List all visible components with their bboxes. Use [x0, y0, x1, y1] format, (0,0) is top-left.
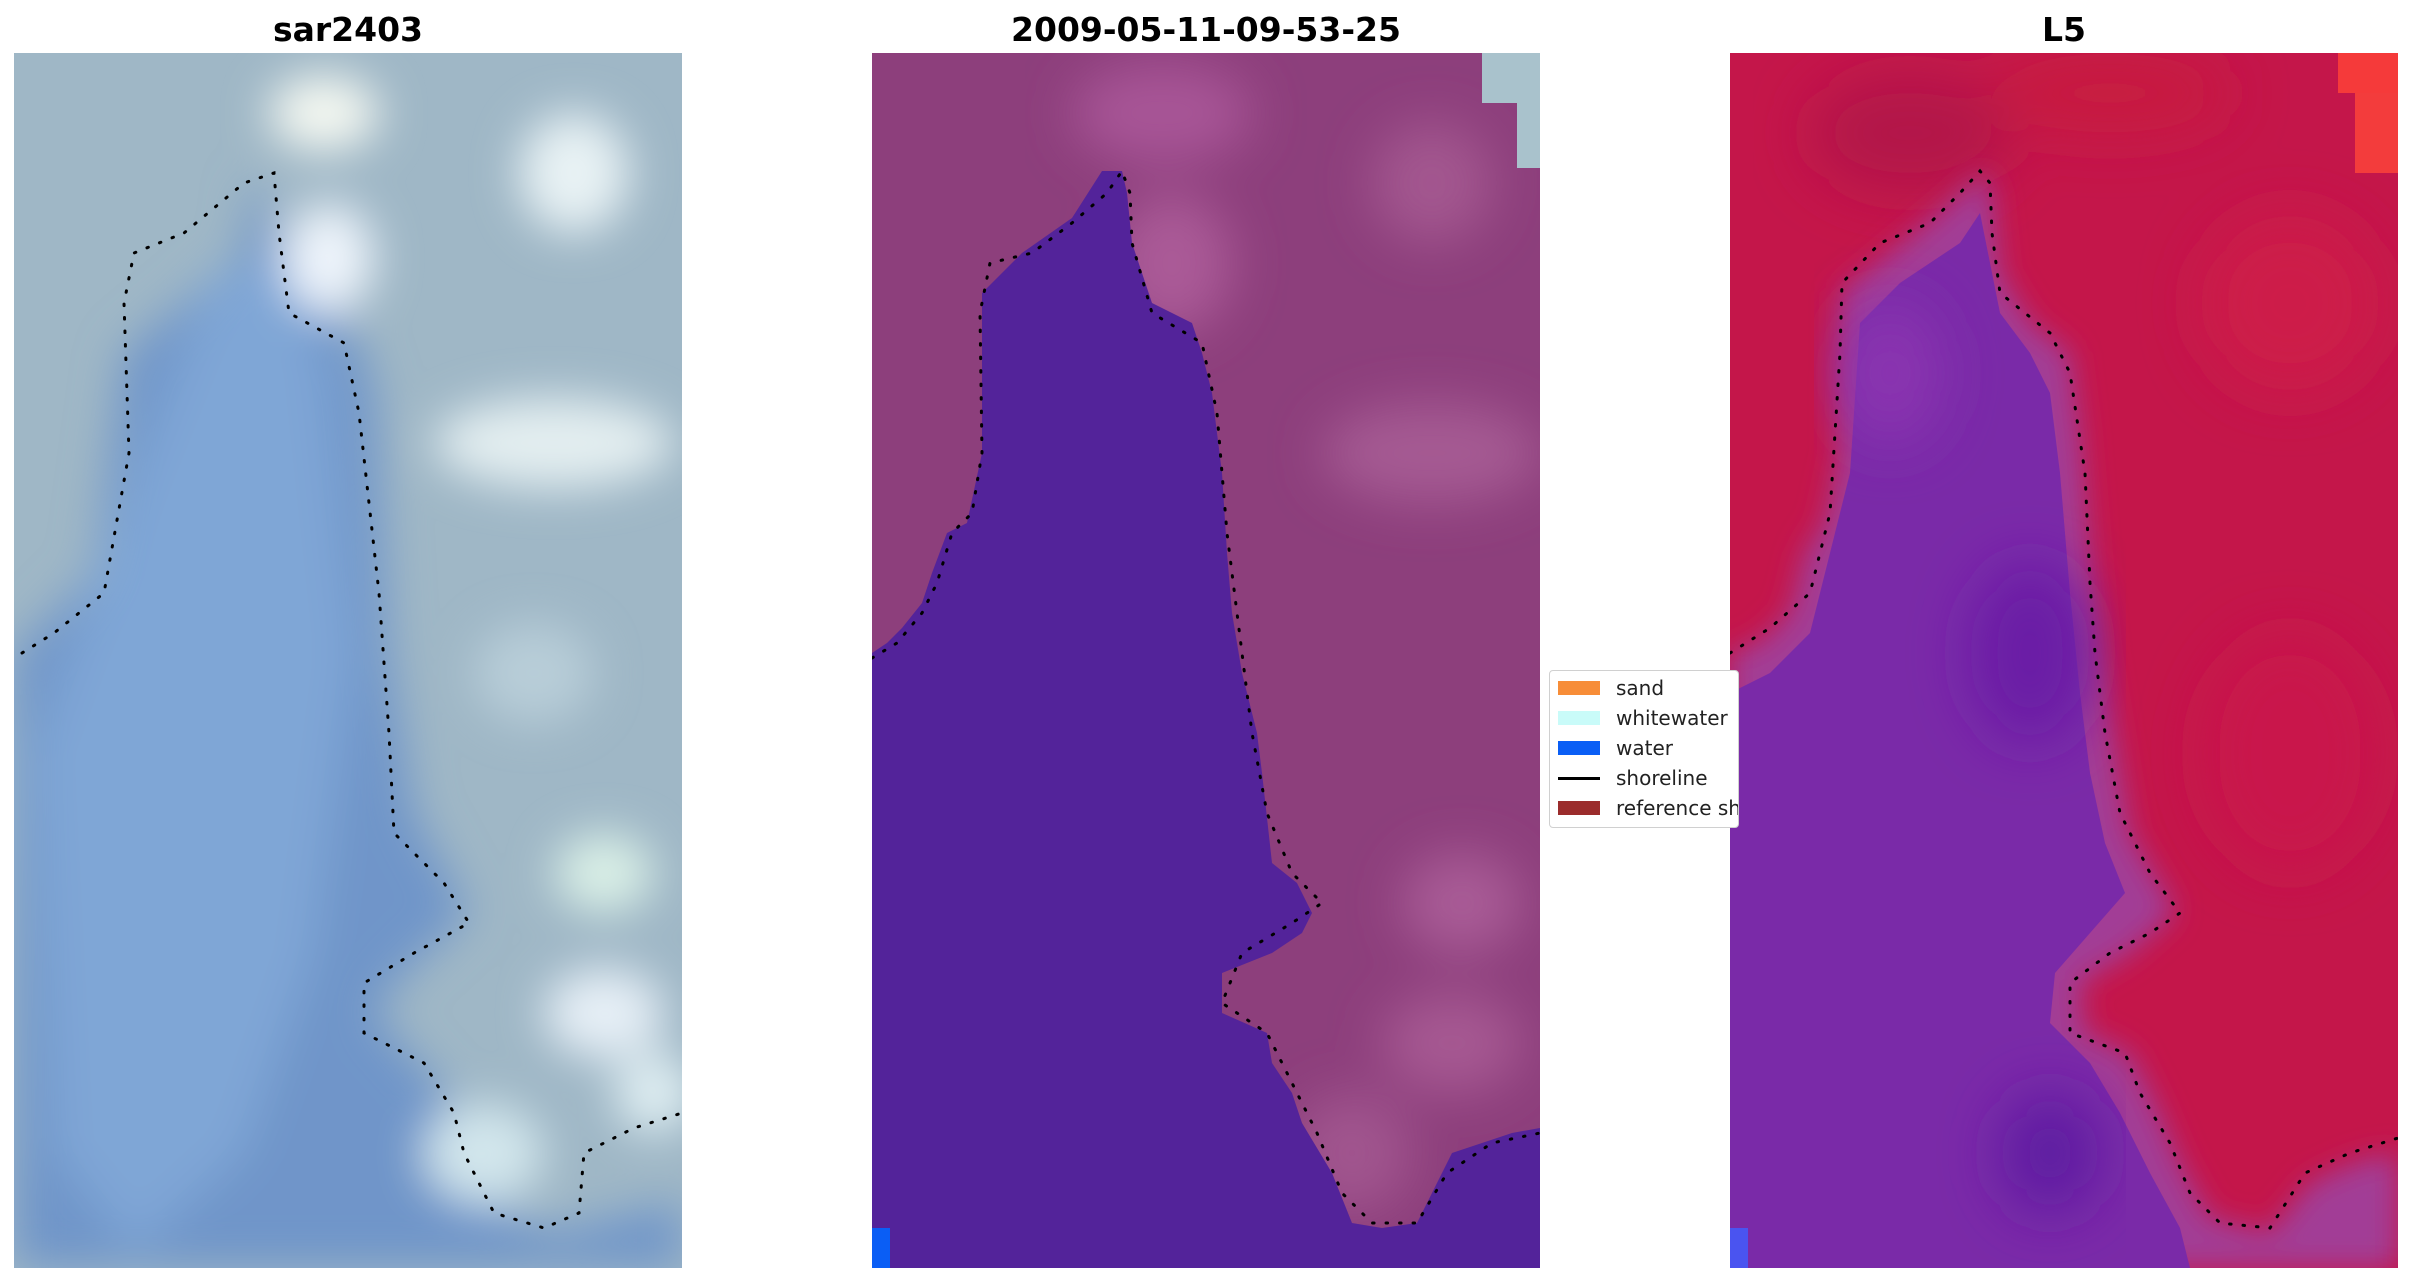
- legend-item-whitewater: whitewater: [1558, 705, 1728, 731]
- rgb-image: [14, 53, 682, 1268]
- index-image: [1730, 53, 2398, 1268]
- classified-image: [872, 53, 1540, 1268]
- sand-swatch: [1558, 681, 1600, 695]
- rgb-image-panel: [14, 53, 682, 1268]
- water-region-index: [1730, 213, 2190, 1268]
- water-pixel: [872, 1228, 890, 1268]
- whitewater-swatch: [1558, 711, 1600, 725]
- panel-title-index: L5: [2042, 10, 2086, 49]
- legend-label: whitewater: [1616, 706, 1728, 730]
- index-image-panel: [1730, 53, 2398, 1268]
- panel-title-classified: 2009-05-11-09-53-25: [1011, 10, 1401, 49]
- water-swatch: [1558, 741, 1600, 755]
- shoreline-rgb: [20, 170, 682, 1230]
- legend-item-reference-shoreline: reference shoreline: [1558, 795, 1739, 821]
- legend-label: shoreline: [1616, 766, 1708, 790]
- legend-label: water: [1616, 736, 1673, 760]
- shoreline-line-swatch: [1558, 776, 1600, 780]
- legend-label: sand: [1616, 676, 1665, 700]
- legend-item-shoreline: shoreline: [1558, 765, 1708, 791]
- reference-shoreline-swatch: [1558, 801, 1600, 815]
- water-region: [872, 171, 1540, 1268]
- legend-label: reference shoreline: [1616, 796, 1739, 820]
- panel-title-rgb: sar2403: [272, 10, 424, 49]
- legend: sand whitewater water shoreline referenc…: [1549, 670, 1739, 828]
- classified-image-panel: [872, 53, 1540, 1268]
- legend-item-sand: sand: [1558, 675, 1664, 701]
- legend-item-water: water: [1558, 735, 1673, 761]
